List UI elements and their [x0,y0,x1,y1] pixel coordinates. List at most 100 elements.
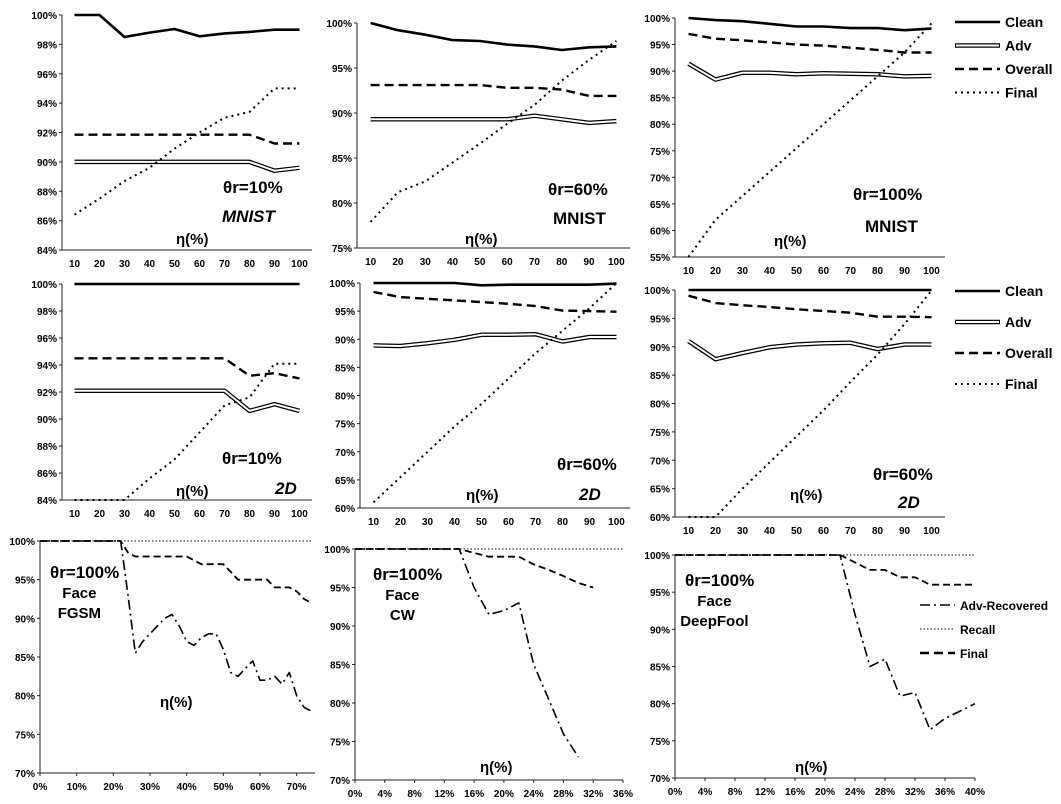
x-tick-label: 10% [67,782,87,793]
y-tick-label: 65% [650,485,670,496]
y-tick-label: 90% [650,625,670,636]
x-tick-label: 24% [524,789,544,800]
x-tick-label: 30 [737,526,749,537]
y-tick-label: 100% [324,545,350,556]
series-final-line [40,540,312,604]
x-tick-label: 20% [815,787,835,798]
x-tick-label: 80 [244,509,256,520]
x-tick-label: 4% [698,787,713,798]
legend-label: Adv [1005,314,1032,330]
chart-panel-8: 70% 75% 80% 85% 90% 95% 100% 0% 4% 8% 12% 16% 20% 24%… [324,545,633,800]
x-tick-label: 32% [905,787,925,798]
x-tick-label: 10 [368,517,380,528]
y-tick-label: 92% [37,388,57,399]
x-tick-label: 40% [965,787,985,798]
x-tick-label: 30 [119,259,131,270]
y-tick-label: 70% [15,769,35,780]
y-tick-label: 95% [335,307,355,318]
theta-label: θr=60% [557,455,617,474]
theta-label: θr=100% [50,563,119,582]
series-overall-line [688,294,932,319]
x-tick-label: 8% [407,789,422,800]
y-tick-label: 80% [650,400,670,411]
x-tick-label: 40 [144,509,156,520]
series-adv-line-inner [373,333,617,347]
series-overall-line [74,133,300,145]
y-tick-label: 100% [326,19,352,30]
y-tick-label: 80% [650,700,670,711]
y-tick-label: 95% [15,576,35,587]
theta-label: θr=10% [222,449,282,468]
x-tick-label: 50 [476,517,488,528]
y-tick-label: 100% [329,279,355,290]
x-tick-label: 70 [530,517,542,528]
series-adv-line-inner [687,62,932,81]
y-tick-label: 85% [650,663,670,674]
y-tick-label: 86% [37,217,57,228]
x-tick-label: 36% [613,789,633,800]
y-tick-label: 65% [335,476,355,487]
series-final-line [688,289,933,518]
y-tick-label: 88% [37,442,57,453]
y-tick-label: 92% [37,129,57,140]
x-tick-label: 70 [529,257,541,268]
legend-label: Overall [1005,345,1052,361]
x-tick-label: 20% [103,782,123,793]
y-tick-label: 70% [650,774,670,785]
y-tick-label: 90% [335,335,355,346]
x-tick-label: 40 [144,259,156,270]
x-tick-label: 100 [608,517,625,528]
series-adv-line [74,159,300,173]
x-tick-label: 60 [818,266,830,277]
y-tick-label: 75% [650,147,670,158]
x-tick-label: 10 [683,266,695,277]
x-tick-label: 80 [872,526,884,537]
dataset-label: Face [697,593,731,610]
y-tick-label: 60% [335,504,355,515]
x-tick-label: 100 [923,266,940,277]
x-tick-label: 36% [935,787,955,798]
series-final-line [355,548,594,589]
x-tick-label: 20 [94,259,106,270]
x-tick-label: 40% [177,782,197,793]
y-tick-label: 70% [650,173,670,184]
y-tick-label: 96% [37,334,57,345]
y-tick-label: 80% [15,692,35,703]
x-axis-label: η(%) [480,759,513,776]
chart-panel-5: 60% 65% 70% 75% 80% 85% 90% 95% 100% 10 20 30 40 50 60… [329,279,630,528]
x-tick-label: 40 [449,517,461,528]
x-tick-label: 60 [194,509,206,520]
x-tick-label: 28% [875,787,895,798]
y-tick-label: 100% [31,280,57,291]
dataset-label: DeepFool [680,613,748,630]
x-tick-label: 60 [818,526,830,537]
x-axis-label: η(%) [465,231,498,248]
y-tick-label: 95% [650,41,670,52]
series-clean-line [370,21,617,52]
y-tick-label: 70% [650,456,670,467]
x-tick-label: 0% [348,789,363,800]
x-tick-label: 10 [683,526,695,537]
x-tick-label: 90 [899,266,911,277]
x-tick-label: 50 [791,526,803,537]
y-tick-label: 90% [650,67,670,78]
x-tick-label: 90 [583,257,595,268]
x-tick-label: 40 [764,526,776,537]
y-tick-label: 85% [330,661,350,672]
x-tick-label: 70% [287,782,307,793]
series-adv-line [74,388,301,414]
y-tick-label: 75% [332,244,352,255]
x-axis-label: η(%) [176,483,209,500]
legend-label: Adv-Recovered [960,599,1048,613]
y-tick-label: 90% [37,158,57,169]
y-tick-label: 98% [37,307,57,318]
x-tick-label: 30 [119,509,131,520]
x-tick-label: 100 [608,257,625,268]
x-tick-label: 20 [392,257,404,268]
x-tick-label: 24% [845,787,865,798]
y-tick-label: 60% [650,513,670,524]
y-tick-label: 85% [15,653,35,664]
y-tick-label: 95% [650,588,670,599]
dataset-label: 2D [897,493,920,512]
theta-label: θr=100% [685,571,754,590]
